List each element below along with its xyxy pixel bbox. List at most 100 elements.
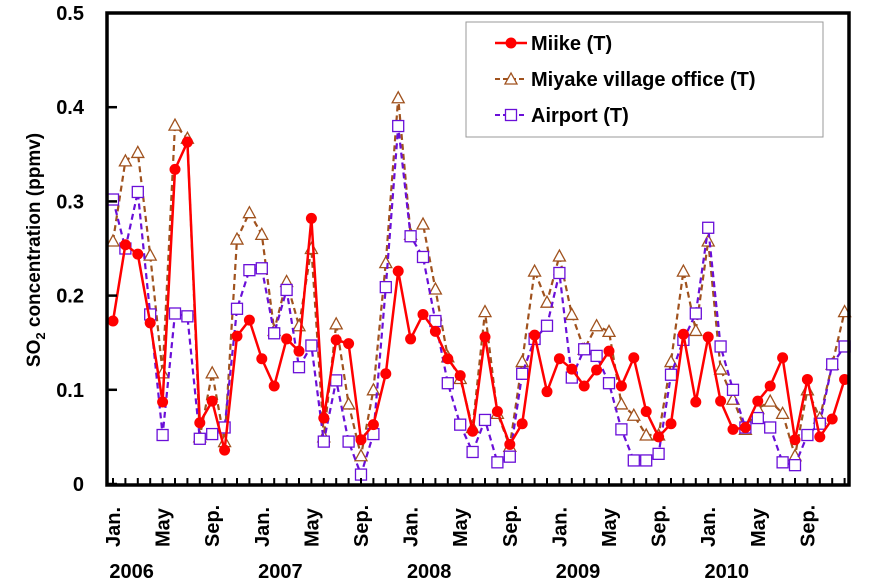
data-point-airport-t: [627, 454, 640, 467]
legend-entries: Miike (T) Miyake village office (T) Airpor…: [495, 33, 756, 127]
data-point-miike-t: [256, 353, 268, 365]
data-point-miyake-village-office-t: [105, 233, 121, 247]
x-axis-ticks: Jan. May Sep. Jan. May Sep. Jan. May Sep. Jan. May…: [103, 478, 846, 583]
plot-frame: [105, 11, 851, 487]
data-point-miike-t: [343, 338, 355, 350]
data-point-miyake-village-office-t: [341, 396, 356, 410]
data-point-miyake-village-office-t: [515, 354, 530, 368]
data-point-airport-t: [652, 447, 665, 461]
data-point-miike-t: [826, 413, 838, 425]
x-month-label: May: [748, 507, 770, 547]
data-point-miyake-village-office-t: [130, 145, 145, 159]
data-point-airport-t: [441, 377, 454, 390]
data-point-miike-t: [268, 380, 280, 392]
data-point-airport-t: [404, 230, 417, 243]
data-point-miike-t: [392, 265, 404, 277]
data-point-miyake-village-office-t: [527, 263, 542, 277]
data-point-miyake-village-office-t: [118, 153, 133, 167]
data-point-miyake-village-office-t: [353, 448, 369, 462]
y-tick-label: 0: [73, 474, 84, 496]
data-point-airport-t: [106, 193, 120, 206]
data-point-airport-t: [131, 185, 144, 199]
data-point-miike-t: [690, 396, 702, 408]
x-year-label: 2008: [407, 561, 452, 583]
x-year-label: 2007: [258, 561, 303, 583]
data-point-miike-t: [318, 412, 330, 424]
data-point-miike-t: [219, 444, 231, 456]
data-point-miyake-village-office-t: [366, 382, 381, 396]
legend-label: Airport (T): [531, 105, 629, 127]
plot-layer: [105, 90, 852, 481]
x-month-label: May: [153, 507, 175, 547]
legend-marker: [504, 108, 518, 122]
data-point-airport-t: [602, 377, 616, 390]
x-month-label: May: [301, 507, 323, 547]
x-month-label: May: [599, 507, 621, 547]
data-point-miike-t: [640, 405, 652, 417]
data-point-airport-t: [416, 250, 430, 264]
data-point-airport-t: [454, 418, 467, 431]
data-point-miyake-village-office-t: [564, 307, 579, 321]
data-point-miyake-village-office-t: [626, 407, 641, 421]
data-point-miike-t: [144, 317, 156, 329]
x-month-label: Jan.: [401, 507, 423, 547]
data-point-airport-t: [503, 450, 516, 463]
data-point-airport-t: [168, 307, 182, 320]
y-tick-label: 0.4: [56, 97, 85, 119]
data-point-miyake-village-office-t: [477, 304, 493, 318]
data-point-miyake-village-office-t: [552, 248, 567, 262]
data-point-miike-t: [566, 363, 578, 375]
data-point-miike-t: [665, 418, 677, 430]
data-point-airport-t: [156, 428, 169, 442]
data-point-miike-t: [591, 364, 603, 376]
legend-item-miyake-village-office-t: Miyake village office (T): [495, 69, 756, 91]
data-point-miike-t: [739, 421, 751, 433]
data-point-miike-t: [405, 333, 417, 345]
y-tick-label: 0.5: [56, 3, 84, 25]
data-point-miike-t: [467, 425, 479, 437]
data-point-miyake-village-office-t: [676, 263, 691, 277]
data-point-airport-t: [317, 435, 330, 448]
data-point-airport-t: [230, 302, 244, 315]
data-point-miike-t: [715, 395, 727, 407]
data-point-miike-t: [789, 434, 801, 446]
data-point-miyake-village-office-t: [329, 316, 344, 330]
data-point-airport-t: [243, 264, 256, 277]
data-point-miike-t: [169, 163, 181, 175]
data-point-miike-t: [132, 248, 144, 260]
data-point-miike-t: [281, 333, 293, 345]
data-point-airport-t: [466, 445, 479, 459]
x-year-label: 2010: [705, 561, 750, 583]
y-axis-title: SO2 concentration (ppmv): [24, 133, 48, 367]
data-point-airport-t: [305, 339, 318, 352]
data-point-miyake-village-office-t: [428, 281, 443, 295]
data-point-airport-t: [578, 343, 591, 356]
data-point-miike-t: [194, 417, 206, 429]
y-tick-label: 0.1: [56, 380, 84, 402]
x-month-label: Sep.: [202, 505, 224, 547]
data-point-miyake-village-office-t: [205, 365, 220, 379]
data-point-miike-t: [355, 434, 367, 446]
data-point-miyake-village-office-t: [415, 216, 431, 230]
x-month-label: Jan.: [252, 507, 274, 547]
x-year-label: 2006: [109, 561, 154, 583]
data-point-airport-t: [392, 119, 405, 133]
data-point-miike-t: [305, 212, 317, 224]
y-axis-title-rest: concentration (ppmv): [24, 133, 45, 333]
data-point-miike-t: [814, 431, 826, 443]
x-month-label: Sep.: [351, 505, 373, 547]
legend-label: Miike (T): [531, 33, 612, 55]
data-point-miyake-village-office-t: [254, 227, 269, 241]
y-tick-label: 0.2: [56, 286, 84, 308]
legend: Miike (T) Miyake village office (T) Airpor…: [465, 21, 824, 138]
data-point-miyake-village-office-t: [763, 393, 778, 407]
data-point-miike-t: [231, 330, 243, 342]
data-point-airport-t: [826, 358, 839, 371]
data-point-airport-t: [516, 367, 529, 380]
data-point-miike-t: [293, 345, 305, 357]
data-point-miike-t: [615, 380, 627, 392]
data-point-miyake-village-office-t: [775, 405, 790, 420]
data-point-airport-t: [379, 280, 392, 294]
data-point-miike-t: [653, 431, 665, 443]
